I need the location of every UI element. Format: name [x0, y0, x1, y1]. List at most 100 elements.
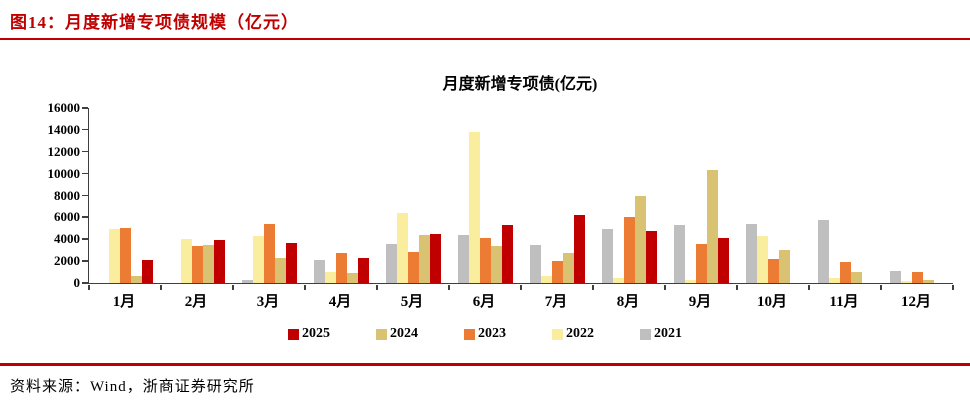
bar-2023 [839, 262, 851, 283]
bar-2021 [673, 225, 685, 283]
legend-swatch-icon [552, 328, 563, 340]
bar-group [161, 108, 233, 283]
bar-2022 [108, 229, 120, 283]
y-tick-label: 12000 [47, 143, 81, 159]
plot-area [82, 107, 954, 290]
x-tick-label: 9月 [688, 294, 712, 310]
bar-group [665, 108, 737, 283]
bar-2021 [313, 260, 325, 283]
legend-label: 2025 [302, 326, 330, 341]
bar-2022 [540, 276, 552, 283]
bar-group [521, 108, 593, 283]
y-tick-label: 14000 [47, 121, 81, 137]
legend-item-2021: 2021 [640, 326, 682, 342]
x-tick-label: 8月 [616, 294, 640, 310]
legend-swatch-icon [376, 328, 387, 340]
y-tick-label: 8000 [54, 187, 80, 203]
y-tick-mark [82, 282, 88, 284]
bar-2025 [501, 225, 513, 283]
bar-2025 [285, 242, 297, 283]
x-tick-label: 12月 [900, 294, 931, 310]
y-axis-labels: 0 2000 4000 6000 8000 10000 12000 14000 16000 [0, 100, 81, 290]
y-tick-mark [82, 194, 88, 196]
y-tick-mark [82, 172, 88, 175]
x-tick-label: 1月 [112, 294, 136, 310]
bar-2025 [357, 257, 369, 283]
bar-2025 [429, 233, 441, 283]
x-tick-label: 10月 [756, 294, 787, 310]
bar-2023 [623, 217, 635, 283]
y-tick-label: 6000 [54, 209, 80, 225]
x-tick-mark [520, 284, 522, 290]
bar-2024 [418, 234, 430, 283]
x-tick-mark [448, 284, 450, 290]
x-tick-mark [376, 284, 378, 290]
bar-2022 [324, 271, 336, 283]
legend-label: 2022 [566, 326, 594, 341]
bar-2022 [756, 235, 768, 283]
bar-2021 [889, 270, 901, 283]
source-note: 资料来源：Wind，浙商证券研究所 [10, 379, 255, 395]
bar-group [377, 108, 449, 283]
x-tick-mark [304, 284, 306, 290]
bar-2022 [828, 277, 840, 283]
bar-2022 [612, 277, 624, 283]
bar-2025 [213, 240, 225, 283]
x-tick-mark [664, 284, 666, 290]
bar-2023 [191, 245, 203, 283]
bar-2022 [180, 239, 192, 283]
x-tick-label: 7月 [544, 294, 568, 310]
bar-2023 [911, 272, 923, 283]
bar-2021 [457, 234, 469, 283]
bar-group [809, 108, 881, 283]
x-tick-label: 5月 [400, 294, 424, 310]
bar-2021 [241, 279, 253, 283]
bar-2024 [634, 195, 646, 283]
legend-swatch-icon [640, 328, 651, 340]
y-tick-mark [82, 238, 88, 240]
bar-2023 [407, 252, 419, 283]
bar-2024 [202, 244, 214, 283]
legend-swatch-icon [288, 328, 299, 340]
top-divider [0, 38, 970, 40]
bar-2024 [130, 276, 142, 283]
bar-2024 [922, 279, 934, 283]
bar-2023 [767, 258, 779, 283]
x-axis-labels: 1月 2月 3月 4月 5月 6月 7月 8月 9月 10月 11月 12月 [88, 290, 952, 311]
bar-2024 [346, 273, 358, 283]
x-tick-mark [880, 284, 882, 290]
bar-2023 [479, 238, 491, 283]
x-tick-label: 4月 [328, 294, 352, 310]
bar-group [881, 108, 953, 283]
x-tick-mark [952, 284, 954, 290]
bar-2023 [551, 261, 563, 283]
bar-2024 [562, 253, 574, 283]
y-tick-mark [82, 260, 88, 262]
legend-item-2022: 2022 [552, 326, 594, 342]
x-tick-mark [88, 284, 90, 290]
bar-group [89, 108, 161, 283]
x-tick-mark [592, 284, 594, 290]
figure-caption: 图14：月度新增专项债规模（亿元） [10, 13, 299, 32]
bottom-divider [0, 363, 970, 366]
bar-2021 [385, 243, 397, 283]
bar-2025 [573, 215, 585, 283]
legend: 2025 2024 2023 2022 2021 [0, 326, 970, 342]
bar-group [233, 108, 305, 283]
x-tick-mark [736, 284, 738, 290]
chart-title: 月度新增专项债(亿元) [442, 76, 598, 93]
y-tick-label: 16000 [47, 100, 81, 115]
bar-2023 [335, 253, 347, 283]
legend-label: 2023 [478, 326, 506, 341]
bar-group [593, 108, 665, 283]
y-tick-mark [82, 216, 88, 218]
bar-group [449, 108, 521, 283]
bar-2022 [900, 280, 912, 283]
y-tick-label: 2000 [54, 253, 80, 269]
bar-2021 [817, 219, 829, 283]
bar-2022 [684, 279, 696, 283]
x-tick-label: 3月 [256, 294, 280, 310]
legend-item-2023: 2023 [464, 326, 506, 342]
y-tick-label: 4000 [54, 231, 80, 247]
